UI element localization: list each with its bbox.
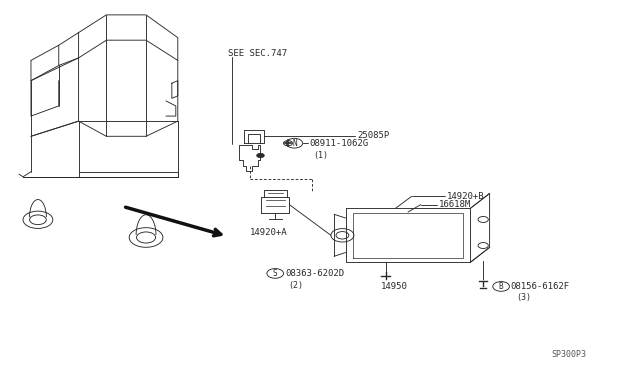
Text: (1): (1) (314, 151, 328, 160)
Text: SEE SEC.747: SEE SEC.747 (228, 49, 287, 58)
Text: S: S (273, 269, 278, 278)
Text: 25085P: 25085P (357, 131, 389, 140)
Text: 08911-1062G: 08911-1062G (310, 139, 369, 148)
Text: SP300P3: SP300P3 (552, 350, 587, 359)
Text: N: N (292, 139, 297, 148)
Text: 14920+B: 14920+B (447, 192, 484, 201)
Text: 16618M: 16618M (439, 200, 471, 209)
Text: 14920+A: 14920+A (250, 228, 287, 237)
Text: B: B (499, 282, 504, 291)
Text: 08363-6202D: 08363-6202D (285, 269, 344, 278)
Text: 08156-6162F: 08156-6162F (510, 282, 569, 291)
Text: (2): (2) (288, 281, 303, 290)
Circle shape (257, 153, 264, 158)
Text: 14950: 14950 (380, 282, 407, 291)
Text: (3): (3) (516, 293, 531, 302)
